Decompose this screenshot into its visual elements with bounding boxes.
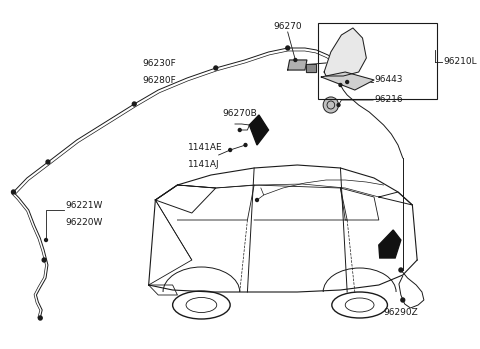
Circle shape	[238, 128, 241, 132]
Text: 96443: 96443	[374, 75, 403, 84]
Circle shape	[401, 298, 405, 302]
Circle shape	[229, 149, 232, 151]
Polygon shape	[288, 60, 307, 70]
Circle shape	[294, 59, 297, 61]
Circle shape	[214, 66, 218, 70]
Text: 96290Z: 96290Z	[384, 308, 418, 317]
Circle shape	[339, 83, 342, 87]
Polygon shape	[379, 230, 401, 258]
Text: 96270: 96270	[274, 22, 302, 31]
Text: 96230F: 96230F	[142, 59, 176, 68]
Circle shape	[45, 238, 48, 242]
Circle shape	[244, 143, 247, 147]
Text: 96221W: 96221W	[65, 201, 103, 210]
Circle shape	[42, 258, 46, 262]
Circle shape	[12, 190, 15, 194]
Circle shape	[323, 97, 338, 113]
Text: 96210L: 96210L	[443, 58, 477, 67]
Circle shape	[255, 199, 258, 201]
Text: 1141AE: 1141AE	[188, 143, 223, 152]
Circle shape	[286, 46, 289, 50]
Polygon shape	[306, 64, 315, 72]
Text: 96280F: 96280F	[142, 76, 176, 85]
Circle shape	[346, 81, 348, 83]
Circle shape	[132, 102, 136, 106]
Polygon shape	[324, 28, 366, 76]
Polygon shape	[321, 72, 374, 90]
Circle shape	[38, 316, 42, 320]
Text: 1141AJ: 1141AJ	[188, 160, 219, 169]
Circle shape	[337, 104, 340, 106]
Text: 96270B: 96270B	[223, 109, 257, 118]
Text: 96216: 96216	[374, 96, 403, 104]
Polygon shape	[249, 115, 268, 145]
Text: 96220W: 96220W	[65, 218, 103, 227]
Circle shape	[46, 160, 50, 164]
Circle shape	[399, 268, 403, 272]
